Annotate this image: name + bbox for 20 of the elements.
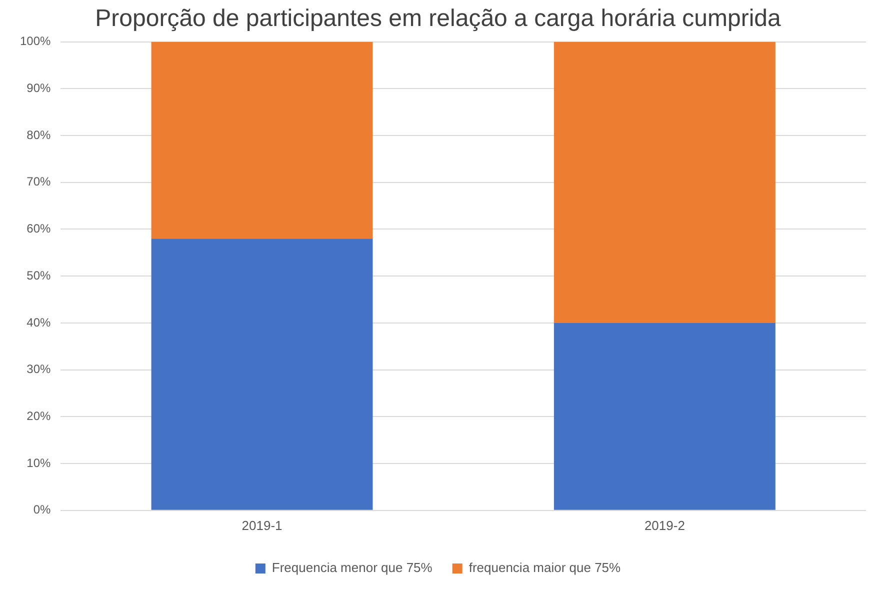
y-tick-label: 30% [26,362,52,376]
y-tick-label: 50% [26,268,52,282]
bar [554,42,776,323]
legend-label: frequencia maior que 75% [468,560,622,576]
bar [151,42,373,239]
chart-title: Proporção de participantes em relação a carga horária cumprida [95,5,782,32]
y-tick-label: 60% [26,222,52,236]
y-tick-label: 70% [26,174,52,189]
y-tick-label: 20% [26,408,52,423]
y-tick-label: 80% [26,128,52,142]
legend-label: Frequencia menor que 75% [272,560,433,576]
x-tick-label: 2019-1 [242,518,282,533]
bar [151,238,373,510]
bar [554,322,776,510]
y-tick-label: 40% [26,315,52,330]
y-tick-label: 10% [26,456,52,470]
y-tick-label: 90% [26,80,52,95]
y-tick-label: 100% [20,34,52,48]
x-tick-label: 2019-2 [644,518,685,533]
y-tick-label: 0% [33,502,52,517]
